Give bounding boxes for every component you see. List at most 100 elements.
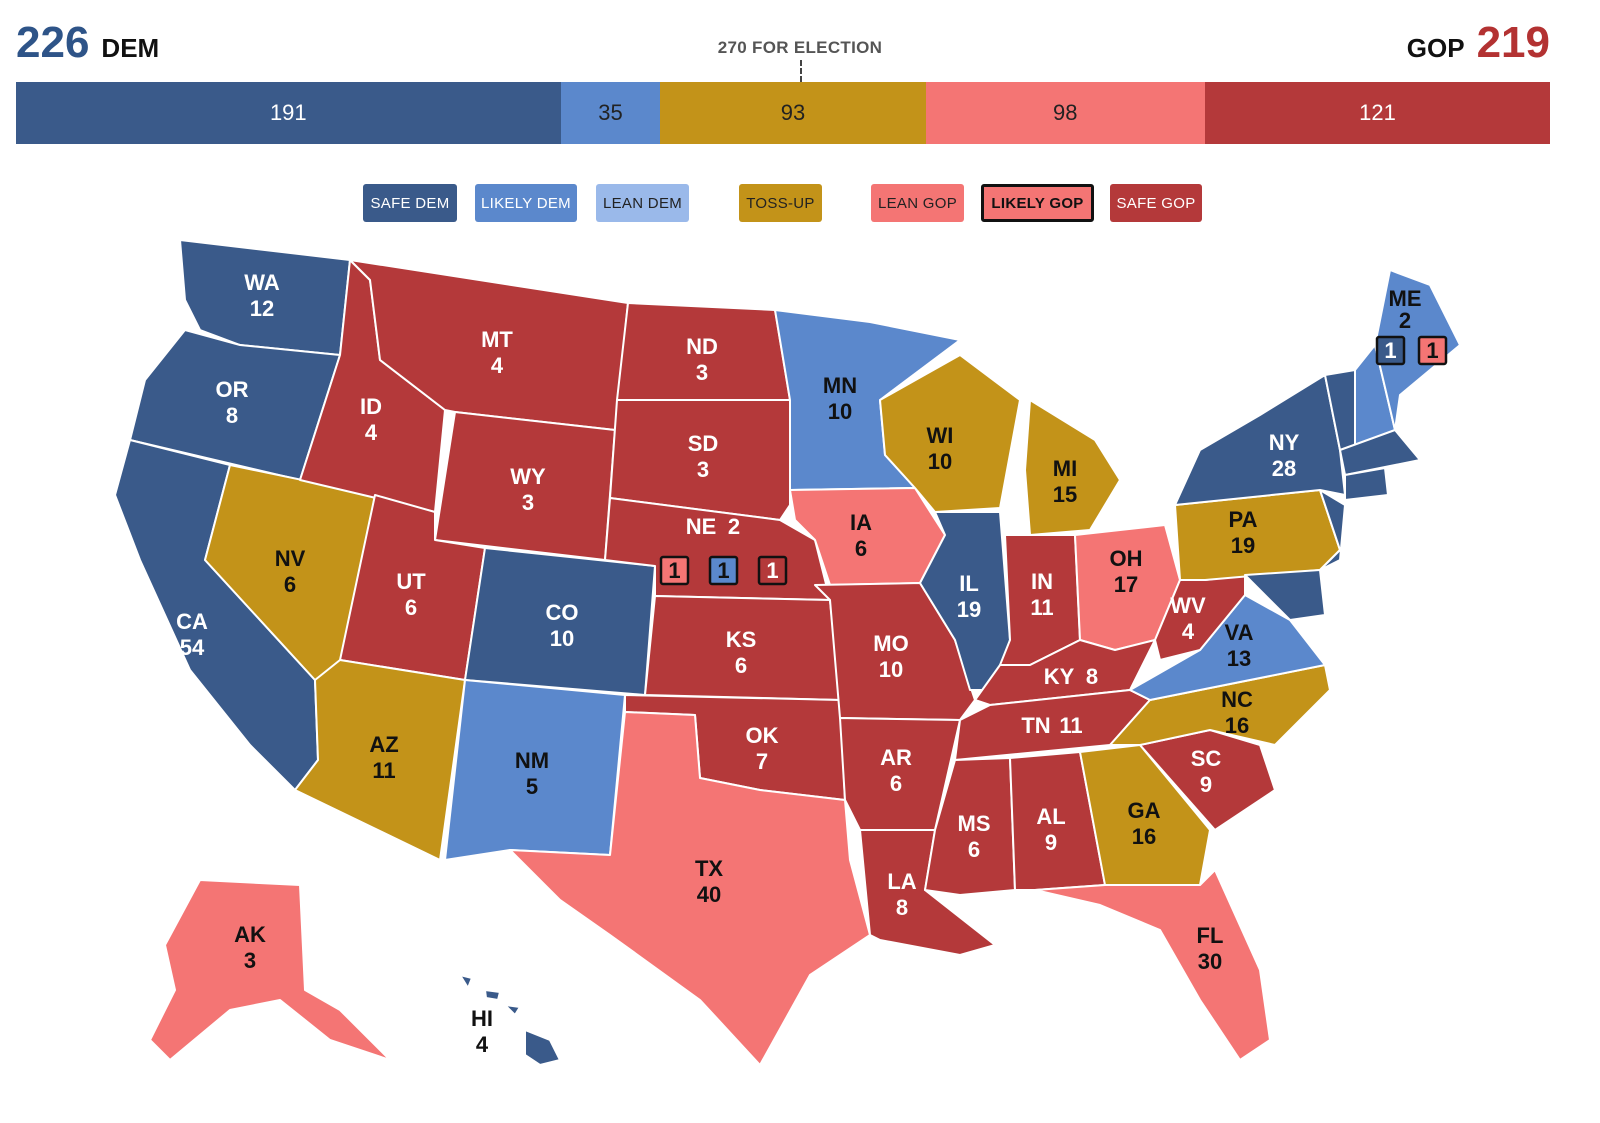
label-abbr-NV: NV [275, 546, 306, 571]
label-votes-MO: 10 [879, 657, 903, 682]
state-MD[interactable] [1244, 569, 1326, 621]
state-TX[interactable] [509, 711, 871, 1066]
label-votes-SD: 3 [697, 457, 709, 482]
state-MA[interactable] [1339, 429, 1421, 476]
label-abbr-AK: AK [234, 922, 266, 947]
label-votes-WY: 3 [522, 490, 534, 515]
label-abbr-NY: NY [1269, 430, 1300, 455]
legend-safe-gop-button[interactable]: SAFE GOP [1110, 184, 1202, 222]
label-votes-AR: 6 [890, 771, 902, 796]
label-abbr-NC: NC [1221, 687, 1253, 712]
label-abbr-GA: GA [1128, 798, 1161, 823]
label-abbr-NM: NM [515, 748, 549, 773]
legend-lean-gop-button[interactable]: LEAN GOP [871, 184, 964, 222]
label-abbr-SC: SC [1191, 746, 1222, 771]
state-NY[interactable] [1174, 374, 1346, 506]
label-votes-NY: 28 [1272, 456, 1296, 481]
state-ME[interactable] [1374, 269, 1461, 431]
label-abbr-KY: KY [1044, 664, 1075, 689]
bar-segment-safe-gop: 121 [1204, 82, 1550, 144]
label-votes-TN: 11 [1059, 713, 1082, 738]
bar-segment-toss-up: 93 [660, 82, 926, 144]
label-abbr-TN: TN [1021, 713, 1050, 738]
bar-segment-safe-dem: 191 [16, 82, 561, 144]
hi-islet-2[interactable] [484, 989, 501, 1001]
district-box-ME-1[interactable]: 1 [1375, 335, 1406, 366]
label-votes-IN: 11 [1030, 595, 1053, 620]
label-votes-FL: 30 [1198, 949, 1222, 974]
state-CT[interactable] [1344, 467, 1389, 501]
label-abbr-IA: IA [850, 510, 872, 535]
district-box-NE-2[interactable]: 1 [708, 555, 739, 586]
label-abbr-CO: CO [546, 600, 579, 625]
hi-islet-1[interactable] [459, 974, 473, 989]
label-abbr-VA: VA [1225, 620, 1254, 645]
state-AK[interactable] [149, 879, 391, 1061]
state-PA[interactable] [1174, 489, 1341, 581]
label-abbr-OH: OH [1110, 546, 1143, 571]
state-HI[interactable] [524, 1029, 561, 1066]
legend-likely-dem-button[interactable]: LIKELY DEM [475, 184, 577, 222]
label-abbr-IL: IL [959, 571, 979, 596]
label-abbr-MI: MI [1053, 456, 1077, 481]
gop-total: GOP 219 [1407, 18, 1550, 68]
label-abbr-AL: AL [1036, 804, 1065, 829]
label-votes-OH: 17 [1114, 572, 1138, 597]
state-SD[interactable] [609, 399, 791, 521]
label-votes-ND: 3 [696, 360, 708, 385]
label-votes-OK: 7 [756, 749, 768, 774]
label-abbr-OR: OR [216, 377, 249, 402]
label-abbr-AZ: AZ [369, 732, 398, 757]
label-votes-IL: 19 [957, 597, 981, 622]
label-abbr-WI: WI [927, 423, 954, 448]
legend-toss-up-button[interactable]: TOSS-UP [739, 184, 822, 222]
state-WI[interactable] [879, 354, 1021, 513]
threshold-marker [800, 60, 802, 82]
label-votes-WI: 10 [928, 449, 952, 474]
label-votes-UT: 6 [405, 595, 417, 620]
label-abbr-WY: WY [510, 464, 546, 489]
electoral-totals: 226 DEM GOP 219 [16, 18, 1550, 74]
label-abbr-WA: WA [244, 270, 280, 295]
legend-lean-dem-button[interactable]: LEAN DEM [596, 184, 689, 222]
label-votes-PA: 19 [1231, 533, 1255, 558]
label-votes-LA: 8 [896, 895, 908, 920]
state-FL[interactable] [1034, 869, 1271, 1061]
label-abbr-ID: ID [360, 394, 382, 419]
label-abbr-WV: WV [1170, 593, 1206, 618]
label-abbr-IN: IN [1031, 569, 1053, 594]
label-votes-AK: 3 [244, 948, 256, 973]
label-votes-CA: 54 [180, 635, 205, 660]
district-label: 1 [717, 558, 729, 583]
label-votes-NV: 6 [284, 572, 296, 597]
state-IL[interactable] [919, 511, 1011, 691]
label-abbr-MS: MS [958, 811, 991, 836]
label-votes-WA: 12 [250, 296, 274, 321]
district-box-ME-2[interactable]: 1 [1417, 335, 1448, 366]
label-abbr-PA: PA [1229, 507, 1258, 532]
district-label: 1 [766, 558, 778, 583]
hi-islet-3[interactable] [504, 1004, 521, 1016]
state-NJ[interactable] [1319, 489, 1346, 571]
legend-likely-gop-button[interactable]: LIKELY GOP [981, 184, 1094, 222]
label-votes-NC: 16 [1225, 713, 1249, 738]
label-votes-GA: 16 [1132, 824, 1156, 849]
label-votes-NE: 2 [728, 514, 740, 539]
label-votes-TX: 40 [697, 882, 721, 907]
label-abbr-UT: UT [396, 569, 426, 594]
state-GA[interactable] [1079, 744, 1211, 886]
dem-total-number: 226 [16, 18, 90, 67]
label-votes-CO: 10 [550, 626, 574, 651]
district-label: 1 [668, 558, 680, 583]
bar-segment-lean-gop: 98 [925, 82, 1205, 144]
district-box-NE-3[interactable]: 1 [757, 555, 788, 586]
threshold-label: 270 FOR ELECTION [717, 38, 883, 57]
state-MI[interactable] [1024, 399, 1121, 536]
legend-safe-dem-button[interactable]: SAFE DEM [363, 184, 457, 222]
district-box-NE-1[interactable]: 1 [659, 555, 690, 586]
label-abbr-SD: SD [688, 431, 719, 456]
label-votes-ID: 4 [365, 420, 378, 445]
label-votes-VA: 13 [1227, 646, 1251, 671]
label-votes-MN: 10 [828, 399, 852, 424]
